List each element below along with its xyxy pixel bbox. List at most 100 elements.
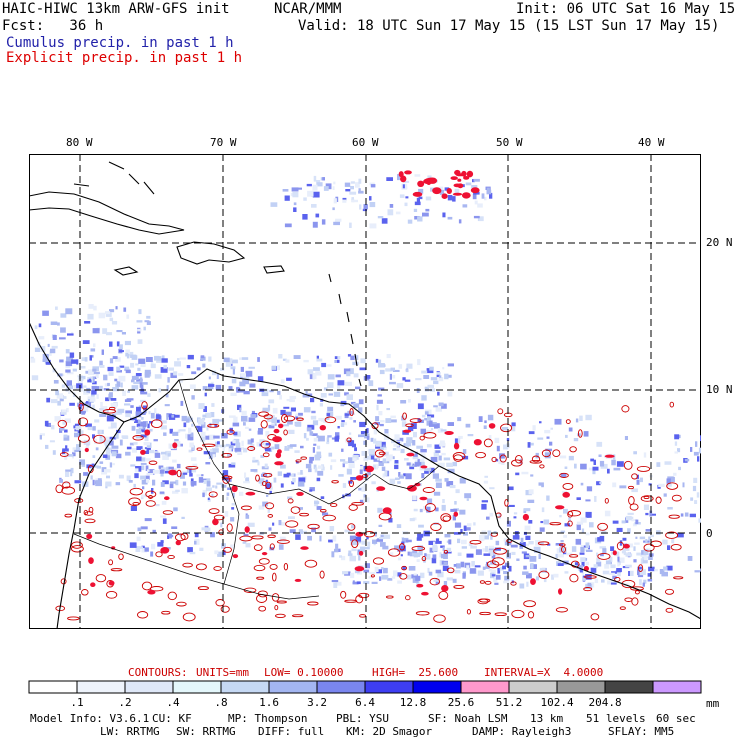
- cumulus-cell: [59, 359, 64, 363]
- precip-contour: [552, 449, 561, 458]
- cumulus-cell: [335, 543, 339, 549]
- cumulus-cell: [437, 428, 443, 433]
- border-guyana: [373, 465, 440, 490]
- cumulus-cell: [138, 358, 146, 364]
- cumulus-cell: [316, 435, 319, 441]
- cumulus-cell: [400, 545, 406, 552]
- precip-contour: [401, 565, 408, 571]
- cumulus-cell: [323, 387, 328, 391]
- footer-model-info: Model Info: V3.6.1: [30, 712, 150, 725]
- cumulus-cell: [179, 533, 182, 537]
- cumulus-cell: [328, 539, 333, 543]
- cumulus-cell: [253, 470, 258, 474]
- cumulus-cell: [121, 332, 126, 335]
- precip-contour: [387, 548, 401, 557]
- cumulus-cell: [129, 442, 135, 446]
- cumulus-cell: [99, 413, 106, 417]
- cumulus-cell: [424, 470, 429, 474]
- cumulus-cell: [162, 480, 169, 485]
- cumulus-cell: [107, 366, 114, 372]
- cumulus-cell: [167, 535, 170, 539]
- cumulus-cell: [109, 309, 115, 313]
- cumulus-cell: [471, 185, 478, 189]
- cumulus-cell: [180, 400, 184, 406]
- cumulus-cell: [581, 570, 585, 575]
- cumulus-cell: [346, 468, 352, 475]
- cumulus-cell: [358, 190, 364, 194]
- cumulus-cell: [366, 436, 370, 440]
- precip-contour: [359, 614, 367, 618]
- cumulus-cell: [308, 460, 313, 464]
- cumulus-cell: [196, 367, 201, 371]
- cumulus-cell: [461, 539, 467, 545]
- cumulus-cell: [277, 471, 282, 476]
- cumulus-cell: [442, 367, 445, 370]
- cumulus-cell: [623, 552, 627, 556]
- cumulus-cell: [403, 180, 410, 183]
- cumulus-cell: [348, 432, 352, 435]
- cumulus-cell: [446, 540, 450, 543]
- precip-core: [421, 591, 429, 596]
- cumulus-cell: [465, 182, 472, 186]
- cumulus-cell: [175, 479, 179, 486]
- cumulus-cell: [560, 540, 564, 543]
- cumulus-cell: [472, 194, 477, 200]
- cumulus-cell: [232, 368, 235, 375]
- cumulus-cell: [310, 415, 317, 420]
- cumulus-cell: [141, 545, 145, 548]
- precip-core: [444, 431, 454, 435]
- cumulus-cell: [181, 415, 187, 422]
- cumulus-cell: [280, 464, 286, 469]
- cumulus-cell: [316, 477, 321, 482]
- cumulus-cell: [245, 543, 251, 548]
- cumulus-cell: [74, 433, 80, 438]
- cumulus-cell: [161, 355, 165, 361]
- cumulus-cell: [415, 575, 421, 581]
- cumulus-cell: [94, 419, 100, 423]
- cumulus-cell: [322, 177, 325, 181]
- cumulus-cell: [389, 373, 392, 380]
- precip-contour: [630, 586, 644, 591]
- precip-contour: [223, 546, 232, 553]
- cumulus-cell: [281, 522, 286, 526]
- cumulus-cell: [323, 186, 329, 191]
- cumulus-cell: [383, 567, 388, 574]
- cumulus-cell: [199, 547, 204, 551]
- cumulus-cell: [62, 396, 67, 399]
- cumulus-cell: [444, 478, 449, 482]
- cumulus-cell: [221, 543, 226, 549]
- cumulus-cell: [389, 204, 394, 208]
- cumulus-cell: [498, 513, 501, 519]
- cumulus-cell: [46, 422, 51, 427]
- precip-contour: [443, 549, 449, 554]
- colorbar-unit: mm: [706, 697, 720, 710]
- cumulus-cell: [284, 446, 287, 451]
- cumulus-cell: [361, 540, 367, 545]
- cumulus-cell: [637, 569, 640, 576]
- cumulus-cell: [673, 472, 677, 476]
- cumulus-cell: [326, 437, 330, 443]
- cumulus-cell: [585, 542, 590, 548]
- cumulus-cell: [392, 375, 396, 379]
- precip-contour: [371, 422, 379, 430]
- cumulus-cell: [625, 564, 632, 568]
- cumulus-cell: [231, 462, 236, 465]
- cumulus-cell: [438, 455, 442, 461]
- cumulus-cell: [337, 385, 341, 389]
- cumulus-cell: [160, 540, 164, 543]
- precip-contour: [307, 523, 320, 530]
- cumulus-cell: [522, 543, 530, 547]
- cumulus-cell: [643, 504, 649, 510]
- cumulus-cell: [580, 546, 585, 553]
- cumulus-cell: [306, 183, 312, 187]
- cumulus-cell: [215, 441, 219, 448]
- cumulus-cell: [596, 481, 601, 486]
- cumulus-cell: [662, 539, 668, 545]
- cumulus-cell: [488, 435, 492, 441]
- cumulus-cell: [493, 531, 497, 534]
- cumulus-cell: [320, 496, 325, 499]
- cumulus-cell: [212, 370, 217, 376]
- cumulus-cell: [68, 388, 71, 394]
- precip-contour: [549, 522, 562, 526]
- cumulus-cell: [310, 397, 315, 403]
